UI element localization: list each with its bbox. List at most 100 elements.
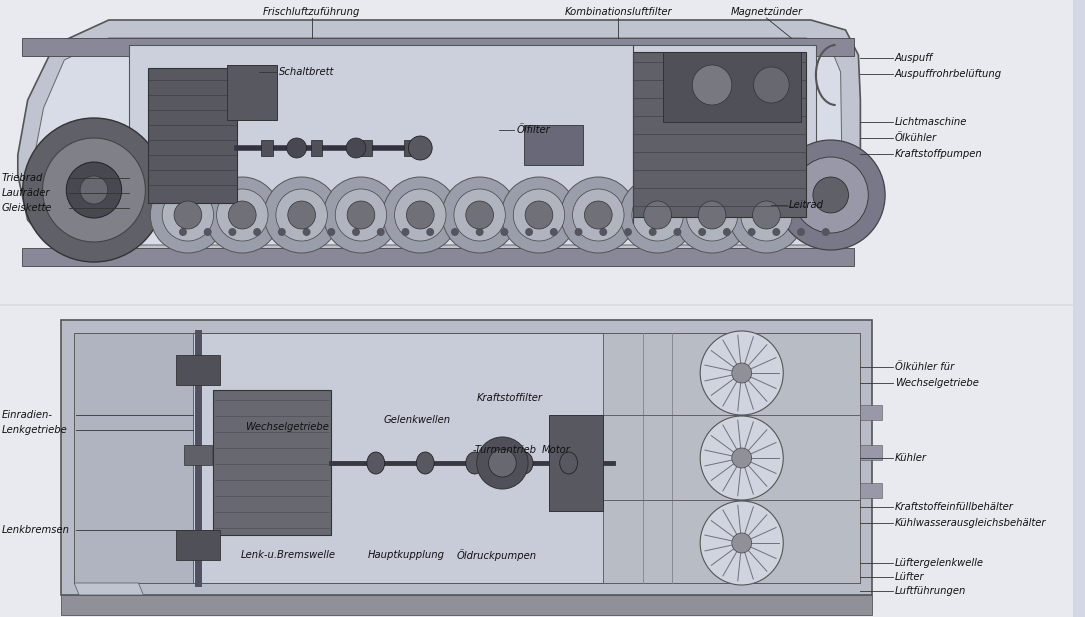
Circle shape [323, 177, 398, 253]
Bar [22, 38, 855, 56]
Ellipse shape [560, 452, 577, 474]
Bar [663, 52, 801, 122]
Text: Wechselgetriebe: Wechselgetriebe [895, 378, 979, 388]
Circle shape [465, 201, 494, 229]
Text: Ölkühler für: Ölkühler für [895, 362, 954, 372]
Bar [405, 140, 417, 156]
Circle shape [550, 228, 558, 236]
Circle shape [674, 228, 681, 236]
Bar [176, 530, 219, 560]
Bar [184, 445, 212, 465]
Circle shape [748, 228, 755, 236]
Circle shape [442, 177, 518, 253]
Circle shape [347, 201, 374, 229]
Circle shape [643, 201, 672, 229]
Text: Leitrad: Leitrad [789, 200, 825, 210]
Bar [184, 360, 212, 380]
Circle shape [741, 189, 792, 241]
Text: Triebrad: Triebrad [2, 173, 43, 183]
Circle shape [723, 228, 731, 236]
Circle shape [454, 189, 506, 241]
Circle shape [561, 177, 636, 253]
Bar [184, 530, 212, 550]
Circle shape [687, 189, 738, 241]
Bar [228, 65, 277, 120]
Circle shape [501, 177, 576, 253]
Circle shape [407, 201, 434, 229]
Text: Schaltbrett: Schaltbrett [279, 67, 334, 77]
Circle shape [395, 189, 446, 241]
Text: Lüfter: Lüfter [895, 572, 924, 582]
Circle shape [278, 228, 285, 236]
Bar [213, 390, 331, 535]
Circle shape [264, 177, 340, 253]
Ellipse shape [367, 452, 385, 474]
Polygon shape [17, 20, 860, 260]
Circle shape [500, 228, 508, 236]
Circle shape [573, 189, 624, 241]
Text: Luftführungen: Luftführungen [895, 586, 967, 596]
Circle shape [754, 67, 789, 103]
Circle shape [328, 228, 335, 236]
Circle shape [229, 228, 237, 236]
Text: Einradien-: Einradien- [2, 410, 53, 420]
Circle shape [620, 177, 695, 253]
Bar [22, 248, 855, 266]
Polygon shape [35, 38, 843, 245]
Bar [860, 445, 882, 460]
Circle shape [151, 177, 226, 253]
Text: Kraftstoffilter: Kraftstoffilter [476, 393, 542, 403]
Circle shape [813, 177, 848, 213]
Text: Kraftstoffpumpen: Kraftstoffpumpen [895, 149, 983, 159]
Text: Hauptkupplung: Hauptkupplung [368, 550, 445, 560]
Bar [860, 405, 882, 420]
Circle shape [599, 228, 608, 236]
Circle shape [731, 533, 752, 553]
Circle shape [624, 228, 631, 236]
Bar [524, 125, 584, 165]
Bar [176, 355, 219, 385]
Circle shape [376, 228, 385, 236]
Bar [149, 68, 238, 203]
Circle shape [700, 416, 783, 500]
Circle shape [797, 228, 805, 236]
Text: Lenkbremsen: Lenkbremsen [2, 525, 69, 535]
Text: Auspuffrohrbelüftung: Auspuffrohrbelüftung [895, 69, 1003, 79]
Text: Kühlwasserausgleichsbehälter: Kühlwasserausgleichsbehälter [895, 518, 1047, 528]
Polygon shape [74, 583, 143, 595]
Ellipse shape [417, 452, 434, 474]
Circle shape [488, 449, 516, 477]
Text: Magnetzünder: Magnetzünder [730, 7, 803, 17]
Text: Frischluftzuführung: Frischluftzuführung [263, 7, 360, 17]
Circle shape [525, 201, 553, 229]
Circle shape [66, 162, 122, 218]
Text: Ölkühler: Ölkühler [895, 133, 937, 143]
Text: -Turmantrieb: -Turmantrieb [473, 445, 537, 455]
Bar [360, 140, 372, 156]
Text: Kühler: Kühler [895, 453, 927, 463]
Circle shape [777, 140, 885, 250]
Circle shape [585, 201, 612, 229]
Bar [74, 333, 193, 583]
Circle shape [513, 189, 564, 241]
Circle shape [575, 228, 583, 236]
Circle shape [23, 118, 165, 262]
Text: Kraftstoffeinfüllbehälter: Kraftstoffeinfüllbehälter [895, 502, 1013, 512]
Circle shape [731, 448, 752, 468]
Circle shape [383, 177, 458, 253]
Text: Gelenkwellen: Gelenkwellen [384, 415, 451, 425]
Circle shape [753, 201, 780, 229]
Circle shape [217, 189, 268, 241]
Ellipse shape [465, 452, 484, 474]
Circle shape [286, 138, 307, 158]
Text: Lüftergelenkwelle: Lüftergelenkwelle [895, 558, 984, 568]
Circle shape [303, 228, 310, 236]
Circle shape [675, 177, 750, 253]
Text: Lichtmaschine: Lichtmaschine [895, 117, 968, 127]
Circle shape [476, 437, 528, 489]
Text: Wechselgetriebe: Wechselgetriebe [245, 422, 329, 432]
Circle shape [729, 177, 804, 253]
Bar [633, 52, 806, 217]
Circle shape [731, 363, 752, 383]
Circle shape [401, 228, 409, 236]
